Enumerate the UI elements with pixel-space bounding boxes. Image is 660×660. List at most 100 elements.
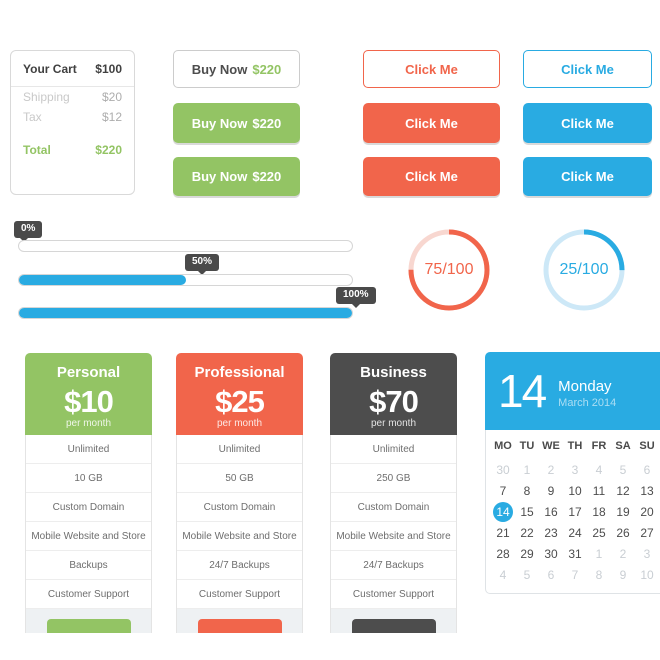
cart-shipping-label: Shipping xyxy=(23,90,70,104)
calendar-day[interactable]: 4 xyxy=(491,564,515,585)
plan-feature-row: Mobile Website and Store xyxy=(177,522,302,551)
cart-tax-value: $12 xyxy=(101,110,122,124)
plan-cta-button[interactable] xyxy=(197,619,282,633)
calendar-day-number: 1 xyxy=(595,546,603,561)
calendar-day[interactable]: 10 xyxy=(635,564,659,585)
cart-tax-row: Tax $12 xyxy=(11,107,134,127)
calendar-day[interactable]: 5 xyxy=(515,564,539,585)
calendar-day[interactable]: 9 xyxy=(611,564,635,585)
plan-feature-row: 24/7 Backups xyxy=(177,551,302,580)
calendar-day-number: 4 xyxy=(595,462,603,477)
calendar-day[interactable]: 7 xyxy=(491,480,515,501)
calendar-grid: MO TU WE TH FR SA SU 30 1 2 3 4 5 6 7 8 9 10 11 12 13 14 15 16… xyxy=(485,430,660,594)
calendar-day-number: 4 xyxy=(499,567,507,582)
calendar-day[interactable]: 30 xyxy=(539,543,563,564)
calendar-day[interactable]: 11 xyxy=(587,480,611,501)
plan-feature-row: Backups xyxy=(26,551,151,580)
plan-feature-row: Customer Support xyxy=(177,580,302,609)
calendar-day-number: 9 xyxy=(619,567,627,582)
calendar-day[interactable]: 31 xyxy=(563,543,587,564)
buy-now-label: Buy Now xyxy=(191,169,248,184)
click-me-blue-outline-button[interactable]: Click Me xyxy=(523,50,652,88)
calendar-month-year: March 2014 xyxy=(558,396,617,409)
calendar-day[interactable]: 3 xyxy=(563,459,587,480)
progress-tooltip-50: 50% xyxy=(185,254,220,275)
plan-features: Unlimited 10 GB Custom Domain Mobile Websit… xyxy=(25,435,152,609)
plan-footer xyxy=(176,609,303,633)
calendar-day[interactable]: 5 xyxy=(611,459,635,480)
calendar-day-number: 22 xyxy=(520,525,534,540)
calendar-day[interactable]: 15 xyxy=(515,501,539,522)
calendar-day[interactable]: 20 xyxy=(635,501,659,522)
calendar-day-number: 3 xyxy=(571,462,579,477)
calendar-day[interactable]: 26 xyxy=(611,522,635,543)
cart-shipping-value: $20 xyxy=(101,90,122,104)
progress-bar-100 xyxy=(18,307,353,319)
calendar-day[interactable]: 30 xyxy=(491,459,515,480)
plan-name: Professional xyxy=(194,364,285,381)
calendar-day[interactable]: 6 xyxy=(539,564,563,585)
calendar-day[interactable]: 28 xyxy=(491,543,515,564)
calendar-day-number: 31 xyxy=(568,546,582,561)
calendar-day[interactable]: 25 xyxy=(587,522,611,543)
buy-now-outline-button[interactable]: Buy Now $220 xyxy=(173,50,300,88)
calendar-day[interactable]: 3 xyxy=(635,543,659,564)
calendar-day[interactable]: 1 xyxy=(515,459,539,480)
cart-total-value: $220 xyxy=(95,143,122,157)
plan-header: Professional $25 per month xyxy=(176,353,303,435)
click-me-red-button-alt[interactable]: Click Me xyxy=(363,157,500,196)
calendar-day[interactable]: 23 xyxy=(539,522,563,543)
plan-feature-row: Custom Domain xyxy=(177,493,302,522)
calendar-day[interactable]: 24 xyxy=(563,522,587,543)
click-me-red-outline-button[interactable]: Click Me xyxy=(363,50,500,88)
buy-now-green-button[interactable]: Buy Now $220 xyxy=(173,103,300,143)
calendar-day-number: 8 xyxy=(595,567,603,582)
buy-now-price: $220 xyxy=(252,169,282,184)
calendar-day[interactable]: 27 xyxy=(635,522,659,543)
progress-bar-50 xyxy=(18,274,353,286)
calendar-day-number: 21 xyxy=(496,525,510,540)
calendar-day-number: 5 xyxy=(523,567,531,582)
calendar-day-number: 7 xyxy=(499,483,507,498)
dial-ring xyxy=(543,229,625,311)
calendar-day[interactable]: 6 xyxy=(635,459,659,480)
calendar-day[interactable]: 10 xyxy=(563,480,587,501)
plan-cta-button[interactable] xyxy=(46,619,131,633)
plan-period: per month xyxy=(370,418,417,429)
calendar-header: 14 Monday March 2014 xyxy=(485,352,660,430)
buy-now-green-button-alt[interactable]: Buy Now $220 xyxy=(173,157,300,196)
calendar-day[interactable]: 2 xyxy=(611,543,635,564)
calendar-day-number: 18 xyxy=(592,504,606,519)
calendar-day[interactable]: 9 xyxy=(539,480,563,501)
calendar-day[interactable]: 16 xyxy=(539,501,563,522)
calendar-day[interactable]: 8 xyxy=(515,480,539,501)
click-me-blue-button[interactable]: Click Me xyxy=(523,103,652,143)
plan-footer xyxy=(25,609,152,633)
calendar-day[interactable]: 4 xyxy=(587,459,611,480)
buy-now-label: Buy Now xyxy=(191,61,248,77)
click-me-red-button[interactable]: Click Me xyxy=(363,103,500,143)
click-me-blue-button-alt[interactable]: Click Me xyxy=(523,157,652,196)
calendar-day[interactable]: 2 xyxy=(539,459,563,480)
calendar-day[interactable]: 8 xyxy=(587,564,611,585)
calendar-day[interactable]: 22 xyxy=(515,522,539,543)
calendar-day-number: 14 xyxy=(493,501,513,522)
calendar-day[interactable]: 29 xyxy=(515,543,539,564)
pricing-plan-personal: Personal $10 per month Unlimited 10 GB Custom… xyxy=(25,353,152,633)
plan-cta-button[interactable] xyxy=(351,619,436,633)
calendar-day-number: 11 xyxy=(592,483,606,498)
progress-bar-0 xyxy=(18,240,353,252)
calendar-day-selected[interactable]: 14 xyxy=(491,501,515,522)
plan-feature-row: Custom Domain xyxy=(331,493,456,522)
calendar-day[interactable]: 18 xyxy=(587,501,611,522)
calendar-day[interactable]: 1 xyxy=(587,543,611,564)
progress-fill xyxy=(19,308,352,318)
calendar-widget: 14 Monday March 2014 MO TU WE TH FR SA SU 30 1 2… xyxy=(485,352,660,594)
calendar-day[interactable]: 17 xyxy=(563,501,587,522)
calendar-day[interactable]: 21 xyxy=(491,522,515,543)
calendar-day[interactable]: 12 xyxy=(611,480,635,501)
calendar-day[interactable]: 7 xyxy=(563,564,587,585)
calendar-day[interactable]: 19 xyxy=(611,501,635,522)
calendar-day-number: 24 xyxy=(568,525,582,540)
calendar-day[interactable]: 13 xyxy=(635,480,659,501)
